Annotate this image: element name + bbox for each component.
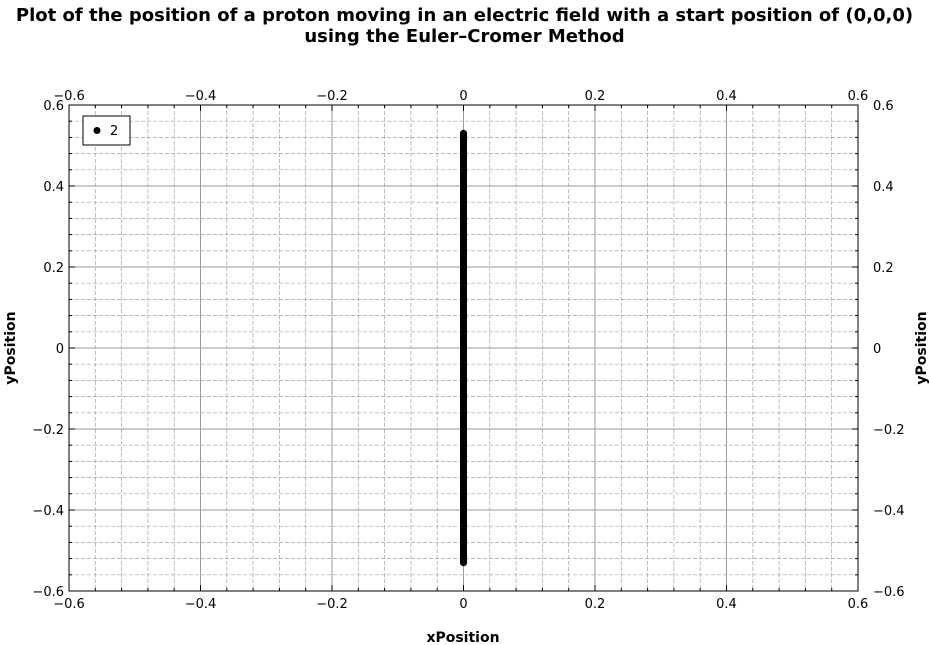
y-tick-label-right: −0.2	[873, 423, 905, 438]
x-tick-label-bottom: −0.6	[53, 597, 85, 612]
x-tick-label-top: −0.4	[185, 89, 217, 104]
data-point	[460, 151, 467, 159]
data-point	[460, 323, 467, 331]
y-tick-label-left: 0.6	[43, 99, 64, 114]
x-tick-label-top: −0.6	[53, 89, 85, 104]
data-point	[460, 237, 467, 245]
x-tick-label-bottom: 0.4	[716, 597, 737, 612]
axis-ticks	[68, 104, 859, 592]
data-point	[460, 215, 467, 223]
x-tick-label-bottom: 0	[459, 597, 467, 612]
data-point	[460, 344, 467, 352]
data-point	[460, 430, 467, 438]
data-point	[460, 473, 467, 481]
data-point	[460, 451, 467, 459]
data-points	[460, 129, 467, 567]
y-tick-label-right: 0.4	[873, 180, 894, 195]
data-point	[460, 280, 467, 288]
x-tick-label-bottom: 0.2	[585, 597, 606, 612]
x-tick-label-top: −0.2	[316, 89, 348, 104]
data-point	[460, 559, 467, 567]
data-point	[460, 194, 467, 202]
y-axis-label-right: yPosition	[914, 311, 929, 384]
data-point	[460, 172, 467, 180]
y-tick-label-left: −0.2	[32, 423, 64, 438]
y-tick-label-right: −0.4	[873, 504, 905, 519]
x-tick-label-bottom: −0.2	[316, 597, 348, 612]
chart-title: Plot of the position of a proton moving …	[0, 5, 929, 47]
chart-title-line-1: Plot of the position of a proton moving …	[15, 5, 914, 26]
y-axis-label-left: yPosition	[3, 311, 19, 384]
y-tick-label-right: 0	[873, 342, 881, 357]
data-point	[460, 129, 467, 137]
x-tick-label-bottom: −0.4	[185, 597, 217, 612]
x-tick-label-top: 0	[459, 89, 467, 104]
x-tick-label-top: 0.6	[848, 89, 869, 104]
y-tick-label-left: 0	[56, 342, 64, 357]
legend-marker	[93, 127, 101, 134]
legend: 2	[82, 115, 131, 146]
y-tick-label-right: 0.6	[873, 99, 894, 114]
data-point	[460, 365, 467, 373]
x-axis-label: xPosition	[426, 630, 499, 645]
y-tick-label-right: −0.6	[873, 585, 905, 600]
y-tick-label-left: 0.4	[43, 180, 64, 195]
x-tick-label-bottom: 0.6	[848, 597, 869, 612]
legend-label: 2	[110, 124, 118, 139]
chart-title-line-2: using the Euler–Cromer Method	[304, 26, 625, 47]
data-point	[460, 408, 467, 416]
y-tick-label-left: −0.6	[32, 585, 64, 600]
data-point	[460, 537, 467, 545]
data-point	[460, 494, 467, 502]
y-tick-label-right: 0.2	[873, 261, 894, 276]
data-point	[460, 258, 467, 266]
legend-box	[82, 115, 131, 146]
axis-tick-labels: −0.6−0.6−0.4−0.4−0.2−0.2000.20.20.40.40.…	[32, 89, 904, 612]
x-tick-label-top: 0.4	[716, 89, 737, 104]
x-tick-label-top: 0.2	[585, 89, 606, 104]
y-tick-label-left: −0.4	[32, 504, 64, 519]
data-point	[460, 387, 467, 395]
y-tick-label-left: 0.2	[43, 261, 64, 276]
data-point	[460, 301, 467, 309]
data-point	[460, 516, 467, 524]
